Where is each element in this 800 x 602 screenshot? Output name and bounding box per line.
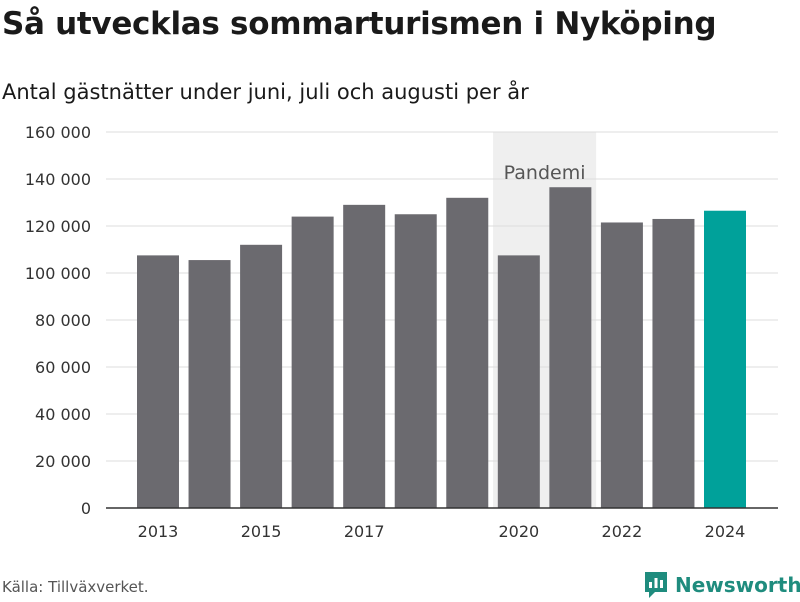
bar-2023 — [652, 218, 695, 508]
y-tick-label: 100 000 — [25, 264, 91, 283]
x-tick-label: 2013 — [138, 522, 179, 541]
y-tick-label: 20 000 — [35, 452, 91, 471]
y-tick-label: 80 000 — [35, 311, 91, 330]
bar-2020 — [497, 255, 540, 508]
y-tick-label: 160 000 — [25, 123, 91, 142]
source-note: Källa: Tillväxverket. — [2, 578, 149, 596]
bar-2013 — [137, 255, 179, 508]
y-tick-label: 0 — [81, 499, 91, 518]
chart-title: Så utvecklas sommarturismen i Nyköping — [2, 6, 717, 42]
brand-logo[interactable]: Newsworthy — [643, 568, 800, 602]
y-tick-label: 40 000 — [35, 405, 91, 424]
bar-chart-speech-bubble-icon — [645, 572, 667, 598]
x-tick-label: 2024 — [705, 522, 746, 541]
x-tick-label: 2022 — [602, 522, 643, 541]
bar-2021 — [549, 187, 592, 508]
tick-labels: 0 20 000 40 000 60 000 80 000 100 000 120 000 1… — [25, 123, 746, 541]
annotations: Pandemi — [504, 162, 586, 184]
pandemic-label: Pandemi — [504, 162, 586, 184]
bar-2018 — [394, 214, 437, 508]
y-tick-label: 120 000 — [25, 217, 91, 236]
x-tick-label: 2015 — [241, 522, 282, 541]
bar-2017 — [343, 204, 386, 508]
bar-2019 — [446, 197, 489, 509]
brand-name: Newsworthy — [675, 573, 800, 597]
x-tick-label: 2017 — [344, 522, 385, 541]
bar-2024 — [704, 210, 746, 508]
x-tick-label: 2020 — [498, 522, 539, 541]
y-tick-label: 140 000 — [25, 170, 91, 189]
bar-2016 — [291, 216, 334, 508]
bar-2022 — [600, 222, 643, 508]
chart-subtitle: Antal gästnätter under juni, juli och au… — [2, 80, 529, 104]
y-tick-label: 60 000 — [35, 358, 91, 377]
bar-2015 — [240, 244, 283, 509]
bars — [137, 187, 746, 509]
bar-2014 — [188, 260, 231, 508]
